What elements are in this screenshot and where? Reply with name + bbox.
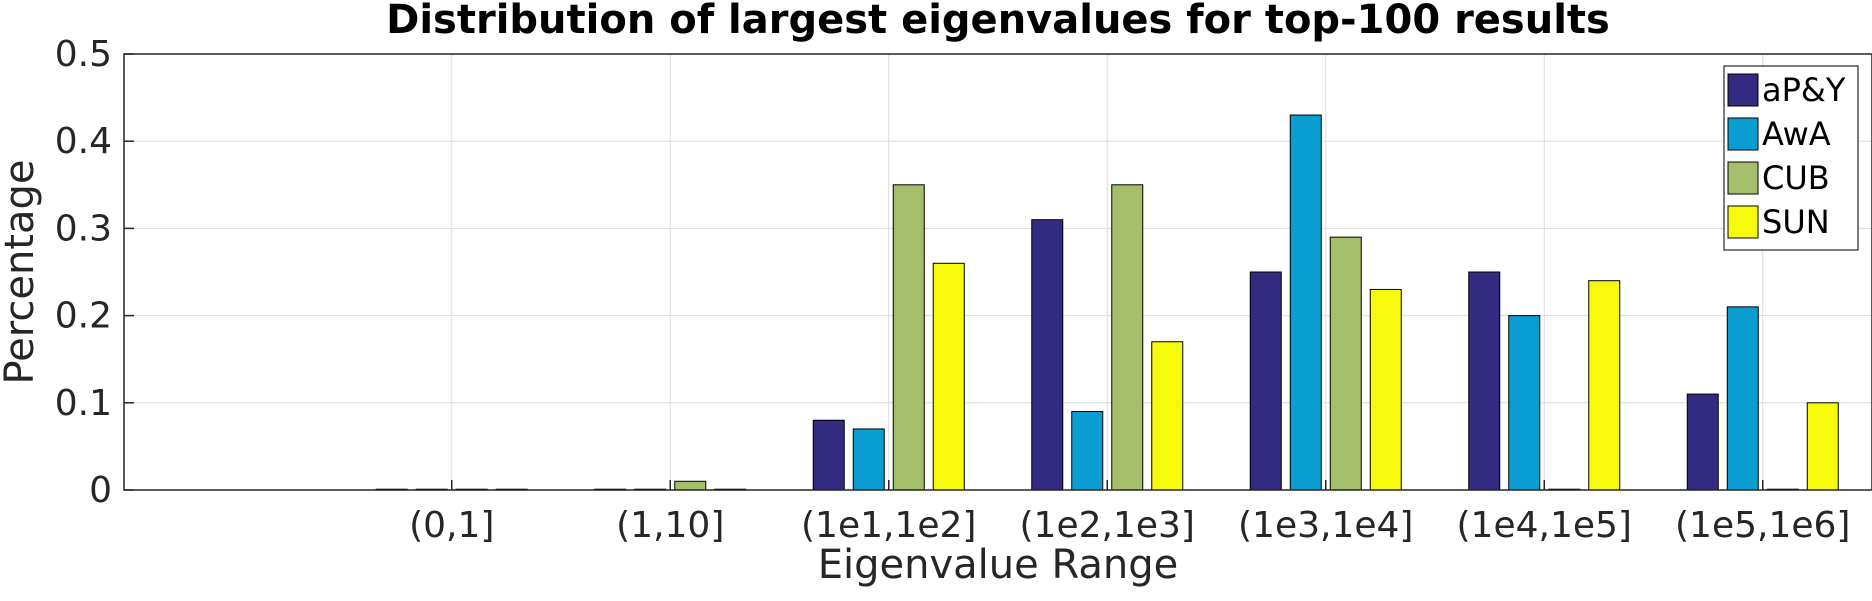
bar-cub-3 — [1111, 184, 1144, 491]
legend-label: AwA — [1762, 115, 1831, 153]
bar-awa-5 — [1508, 315, 1541, 491]
x-axis-ticks: (0,1] (1,10] (1e1,1e2] (1e2,1e3] (1e3,1e4] (1… — [409, 480, 1850, 546]
bar-cub-1 — [674, 480, 707, 491]
y-tick-label: 0.2 — [55, 296, 112, 337]
bar-sun-6 — [1806, 402, 1839, 491]
x-tick-label: (1e3,1e4] — [1238, 505, 1413, 546]
y-tick-label: 0.5 — [55, 34, 112, 75]
y-axis-label: Percentage — [0, 159, 43, 384]
legend-swatch — [1727, 161, 1759, 195]
bar-apy-5 — [1468, 271, 1501, 491]
bar-cub-4 — [1329, 236, 1362, 491]
bar-sun-5 — [1588, 280, 1621, 491]
y-tick-label: 0.4 — [55, 121, 112, 162]
legend-label: CUB — [1762, 159, 1830, 197]
bar-apy-2 — [812, 419, 845, 491]
bar-awa-6 — [1726, 306, 1759, 491]
bars — [375, 114, 1839, 491]
bar-awa-4 — [1289, 114, 1322, 491]
y-tick-label: 0.3 — [55, 208, 112, 249]
legend: aP&Y AwA CUB SUN — [1723, 65, 1859, 251]
legend-label: SUN — [1762, 203, 1830, 241]
x-tick-label: (1e5,1e6] — [1675, 505, 1850, 546]
x-tick-label: (1e4,1e5] — [1457, 505, 1632, 546]
legend-swatch — [1727, 117, 1759, 151]
bar-awa-2 — [852, 428, 885, 491]
y-tick-label: 0 — [89, 470, 112, 511]
x-tick-label: (1e1,1e2] — [801, 505, 976, 546]
legend-label: aP&Y — [1762, 71, 1846, 109]
chart-title: Distribution of largest eigenvalues for … — [386, 0, 1610, 43]
bar-sun-2 — [932, 262, 965, 491]
bar-sun-3 — [1151, 341, 1184, 491]
x-tick-label: (1e2,1e3] — [1020, 505, 1195, 546]
x-tick-label: (1,10] — [616, 505, 724, 546]
y-tick-label: 0.1 — [55, 383, 112, 424]
bar-awa-3 — [1071, 411, 1104, 491]
bar-cub-2 — [892, 184, 925, 491]
y-axis-ticks: 0 0.1 0.2 0.3 0.4 0.5 — [55, 34, 134, 511]
bar-apy-3 — [1031, 219, 1064, 491]
bar-sun-4 — [1369, 288, 1402, 491]
legend-swatch — [1727, 205, 1759, 239]
x-tick-label: (0,1] — [409, 505, 494, 546]
x-axis-label: Eigenvalue Range — [818, 542, 1179, 588]
bar-apy-6 — [1686, 393, 1719, 491]
legend-swatch — [1727, 73, 1759, 107]
bar-apy-4 — [1249, 271, 1282, 491]
plot-area-frame — [123, 53, 1872, 491]
